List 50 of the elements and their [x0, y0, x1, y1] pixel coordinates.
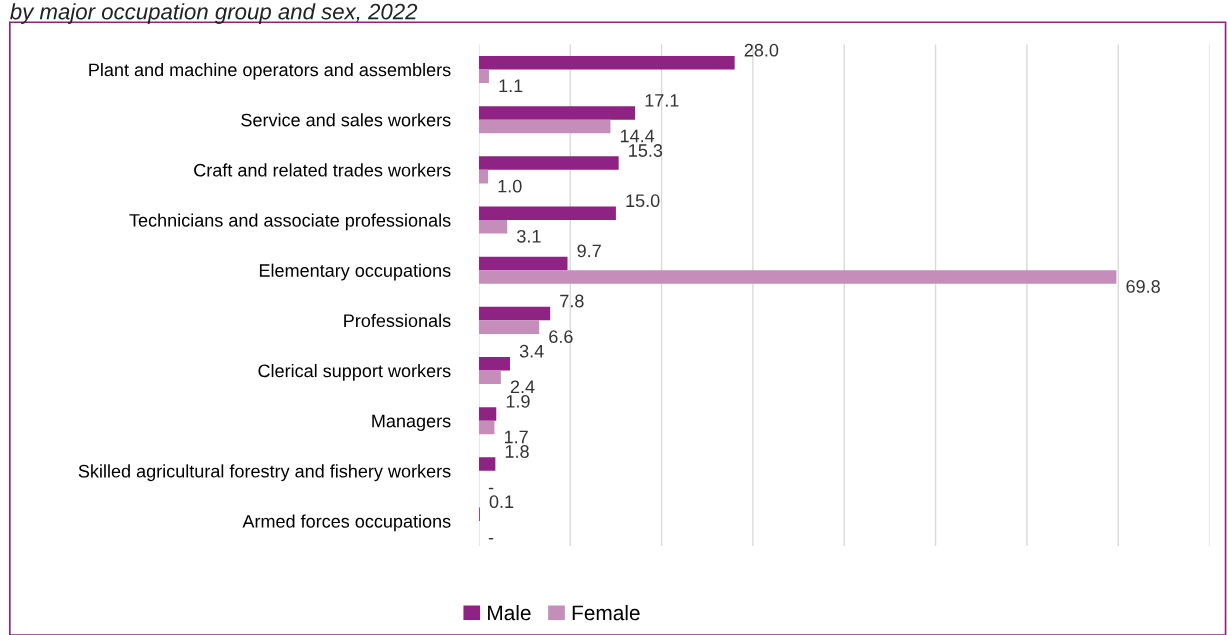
- text: -: [488, 537, 494, 540]
- bar: [478, 370, 501, 385]
- data-label: 7.8: [560, 294, 584, 308]
- bar: [478, 169, 489, 184]
- bar: [478, 407, 497, 421]
- data-label: 17.1: [645, 94, 679, 107]
- y-tick-label: Managers: [372, 414, 451, 431]
- data-label: 6.6: [549, 330, 573, 344]
- bar: [478, 270, 1117, 284]
- bar: [478, 320, 540, 334]
- data-label: 3.1: [517, 229, 541, 243]
- y-tick-label: Plant and machine operators and assemblers: [89, 62, 451, 80]
- y-tick-label: Elementary occupations: [259, 263, 451, 281]
- y-tick-label: Craft and related trades workers: [194, 163, 451, 177]
- bar: [478, 206, 616, 221]
- bar: [478, 356, 510, 371]
- data-label: 3.4: [519, 344, 544, 358]
- data-label: 15.0: [626, 194, 660, 208]
- y-tick-label: Clerical support workers: [258, 363, 451, 381]
- y-tick-label: Skilled agricultural forestry and fishery workers: [78, 464, 451, 482]
- data-label: 15.3: [629, 144, 663, 157]
- y-tick-label: Professionals: [344, 313, 451, 328]
- bar: [478, 256, 568, 271]
- data-label: 2.4: [510, 380, 535, 393]
- data-label: 9.7: [577, 244, 601, 258]
- legend-label: Male: [488, 604, 531, 621]
- bar: [478, 220, 508, 234]
- bar: [478, 457, 496, 471]
- data-label: 1.7: [504, 430, 528, 444]
- data-label: 1.1: [499, 79, 523, 93]
- text: -: [488, 487, 494, 490]
- y-tick-label: Service and sales workers: [241, 113, 451, 127]
- bar: [478, 106, 636, 120]
- data-label: 28.0: [744, 43, 779, 57]
- data-label: 14.4: [620, 129, 655, 143]
- data-label: 69.8: [1126, 280, 1160, 293]
- bar: [478, 156, 619, 170]
- data-label: 0.1: [489, 495, 514, 509]
- data-label: 1.0: [498, 179, 522, 193]
- bar: [478, 69, 489, 84]
- bar: [478, 55, 735, 70]
- y-tick-label: Armed forces occupations: [242, 514, 451, 532]
- bar: [478, 119, 611, 134]
- data-label: 1.8: [505, 445, 529, 458]
- bar: [478, 306, 551, 321]
- text: by major occupation group and sex, 2022: [10, 3, 418, 24]
- y-tick-label: Technicians and associate professionals: [129, 213, 451, 231]
- bar: [478, 420, 495, 435]
- legend-label: Female: [572, 604, 640, 621]
- data-label: 1.9: [506, 394, 530, 408]
